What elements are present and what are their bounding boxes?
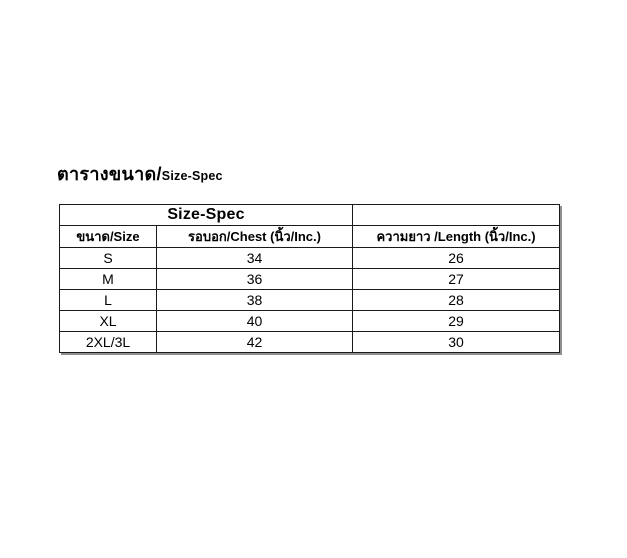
cell-size: XL xyxy=(59,310,157,332)
table-column-header-row: ขนาด/Size รอบอก/Chest (นิ้ว/Inc.) ความยา… xyxy=(59,225,561,248)
size-spec-table: Size-Spec ขนาด/Size รอบอก/Chest (นิ้ว/In… xyxy=(58,204,561,353)
table-spanning-header: Size-Spec xyxy=(58,204,354,226)
cell-size: L xyxy=(59,289,157,311)
cell-chest: 42 xyxy=(155,331,354,353)
size-spec-table-grid: Size-Spec ขนาด/Size รอบอก/Chest (นิ้ว/In… xyxy=(58,204,561,353)
table-group-header-row: Size-Spec xyxy=(58,204,561,226)
page-title-english: Size-Spec xyxy=(161,169,223,183)
page-title: ตารางขนาด/ Size-Spec xyxy=(57,159,223,188)
table-row: XL 40 29 xyxy=(59,310,561,332)
column-header-size: ขนาด/Size xyxy=(59,225,157,248)
table-row: L 38 28 xyxy=(59,289,561,311)
cell-size: M xyxy=(59,268,157,290)
cell-chest: 38 xyxy=(155,289,354,311)
cell-chest: 40 xyxy=(155,310,354,332)
cell-length: 30 xyxy=(352,331,561,353)
cell-length: 26 xyxy=(352,247,561,269)
column-header-chest: รอบอก/Chest (นิ้ว/Inc.) xyxy=(155,225,354,248)
cell-length: 27 xyxy=(352,268,561,290)
cell-chest: 34 xyxy=(155,247,354,269)
cell-size: S xyxy=(59,247,157,269)
cell-length: 29 xyxy=(352,310,561,332)
cell-chest: 36 xyxy=(155,268,354,290)
column-header-length: ความยาว /Length (นิ้ว/Inc.) xyxy=(352,225,561,248)
cell-size: 2XL/3L xyxy=(59,331,157,353)
cell-length: 28 xyxy=(352,289,561,311)
table-row: M 36 27 xyxy=(59,268,561,290)
table-row: S 34 26 xyxy=(59,247,561,269)
page-title-thai: ตารางขนาด/ xyxy=(57,164,162,184)
table-spanning-header-empty-cell xyxy=(352,204,561,226)
table-row: 2XL/3L 42 30 xyxy=(59,331,561,353)
